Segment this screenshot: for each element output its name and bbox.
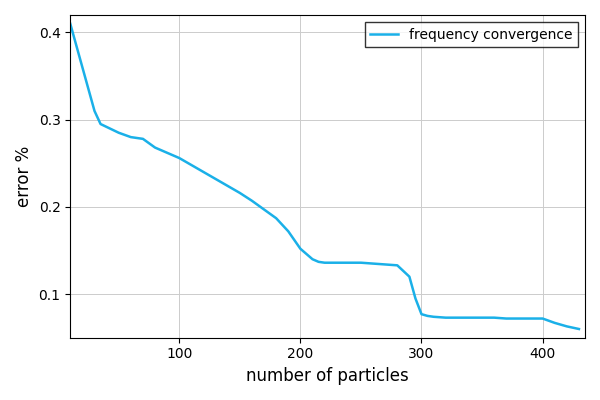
frequency convergence <box>91 108 98 113</box>
frequency convergence <box>412 296 419 301</box>
frequency convergence <box>151 145 158 150</box>
frequency convergence <box>248 198 256 203</box>
frequency convergence <box>315 260 322 264</box>
frequency convergence <box>442 315 449 320</box>
X-axis label: number of particles: number of particles <box>246 367 409 385</box>
frequency convergence <box>309 257 316 262</box>
frequency convergence <box>406 274 413 279</box>
frequency convergence <box>563 324 571 329</box>
frequency convergence <box>79 65 86 70</box>
frequency convergence <box>370 261 377 266</box>
frequency convergence <box>418 312 425 316</box>
frequency convergence <box>97 122 104 126</box>
frequency convergence <box>394 263 401 268</box>
frequency convergence <box>515 316 522 321</box>
frequency convergence <box>358 260 365 265</box>
frequency convergence <box>224 184 232 188</box>
frequency convergence <box>200 170 207 174</box>
frequency convergence <box>466 315 473 320</box>
frequency convergence <box>321 260 328 265</box>
frequency convergence <box>272 216 280 221</box>
Legend: frequency convergence: frequency convergence <box>365 22 578 47</box>
frequency convergence <box>551 320 559 325</box>
frequency convergence <box>478 315 485 320</box>
frequency convergence <box>333 260 340 265</box>
frequency convergence <box>424 314 431 318</box>
frequency convergence <box>260 207 268 212</box>
frequency convergence <box>176 156 183 160</box>
frequency convergence <box>575 326 583 331</box>
frequency convergence <box>236 190 244 195</box>
frequency convergence <box>188 163 195 168</box>
Y-axis label: error %: error % <box>15 146 33 207</box>
frequency convergence <box>503 316 510 321</box>
frequency convergence <box>454 315 461 320</box>
frequency convergence <box>539 316 546 321</box>
frequency convergence <box>430 314 437 319</box>
frequency convergence <box>345 260 352 265</box>
frequency convergence <box>284 229 292 234</box>
frequency convergence <box>297 246 304 251</box>
frequency convergence <box>67 21 74 26</box>
frequency convergence <box>127 135 134 140</box>
Line: frequency convergence: frequency convergence <box>70 24 579 329</box>
frequency convergence <box>139 136 146 141</box>
frequency convergence <box>527 316 534 321</box>
frequency convergence <box>115 130 122 135</box>
frequency convergence <box>164 150 171 155</box>
frequency convergence <box>491 315 498 320</box>
frequency convergence <box>212 176 219 181</box>
frequency convergence <box>382 262 389 267</box>
